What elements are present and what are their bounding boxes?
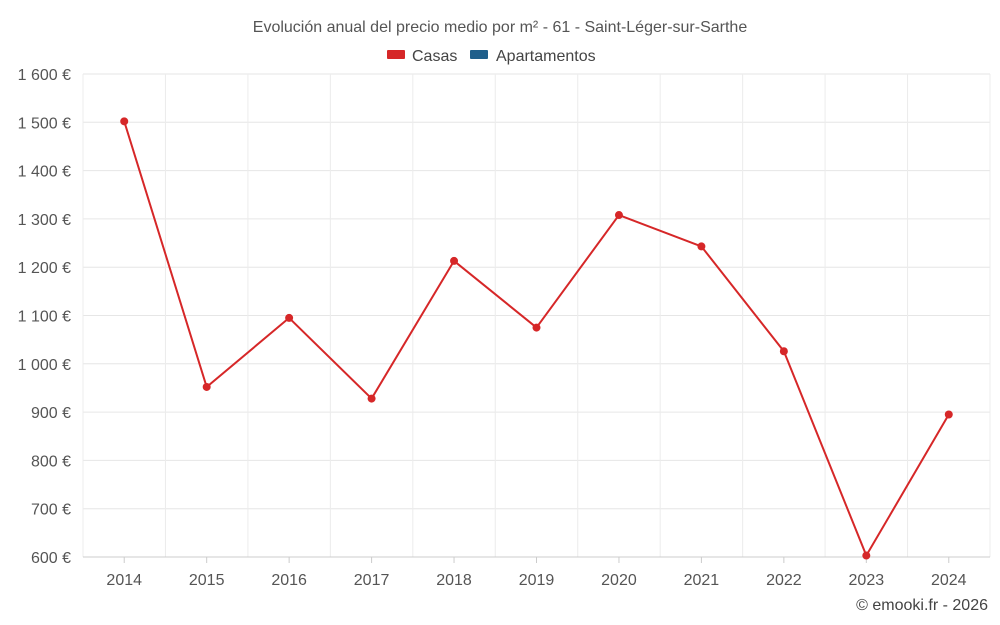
x-axis: 2014 2015 2016 2017 2018 2019 2020 2021 2022 2023… [83,556,990,589]
data-point-casas-2024[interactable] [944,410,953,419]
y-axis: 600 € 700 € 800 € 900 € 1 000 € 1 100 € 1 200 … [18,67,71,567]
data-point-casas-2018[interactable] [450,256,459,265]
data-point-casas-2020[interactable] [614,211,623,220]
chart-title: Evolución anual del precio medio por m² … [253,19,748,36]
y-tick-label: 900 € [31,405,71,422]
legend-item-apartamentos[interactable]: Apartamentos [470,48,596,65]
x-tick-label: 2023 [849,572,885,589]
legend: Casas Apartamentos [387,48,596,65]
data-point-casas-2017[interactable] [367,394,376,403]
x-tick-label: 2021 [684,572,720,589]
y-tick-label: 1 000 € [18,357,71,374]
data-point-casas-2021[interactable] [697,242,706,251]
y-tick-label: 1 100 € [18,309,71,326]
data-point-casas-2015[interactable] [202,382,211,391]
x-tick-label: 2018 [436,572,472,589]
y-tick-label: 1 200 € [18,260,71,277]
series-layer [120,117,953,560]
y-tick-label: 1 300 € [18,212,71,229]
x-tick-label: 2020 [601,572,637,589]
y-tick-label: 600 € [31,550,71,567]
y-tick-label: 1 600 € [18,67,71,84]
data-point-casas-2016[interactable] [285,313,294,322]
x-tick-label: 2016 [271,572,307,589]
y-tick-label: 800 € [31,453,71,470]
y-tick-label: 1 400 € [18,164,71,181]
data-point-casas-2014[interactable] [120,117,129,126]
y-tick-label: 1 500 € [18,115,71,132]
x-tick-label: 2022 [766,572,802,589]
legend-swatch-apartamentos [470,50,488,59]
x-tick-label: 2017 [354,572,390,589]
data-point-casas-2023[interactable] [862,551,871,560]
legend-swatch-casas [387,50,405,59]
legend-item-casas[interactable]: Casas [387,48,457,65]
credit-text: © emooki.fr - 2026 [856,597,988,614]
y-tick-label: 700 € [31,502,71,519]
data-point-casas-2022[interactable] [779,347,788,356]
x-tick-label: 2015 [189,572,225,589]
data-point-casas-2019[interactable] [532,323,541,332]
x-tick-label: 2019 [519,572,555,589]
x-tick-label: 2024 [931,572,967,589]
legend-label-casas: Casas [412,48,457,65]
x-tick-label: 2014 [106,572,142,589]
legend-label-apartamentos: Apartamentos [496,48,596,65]
grid [82,73,991,558]
